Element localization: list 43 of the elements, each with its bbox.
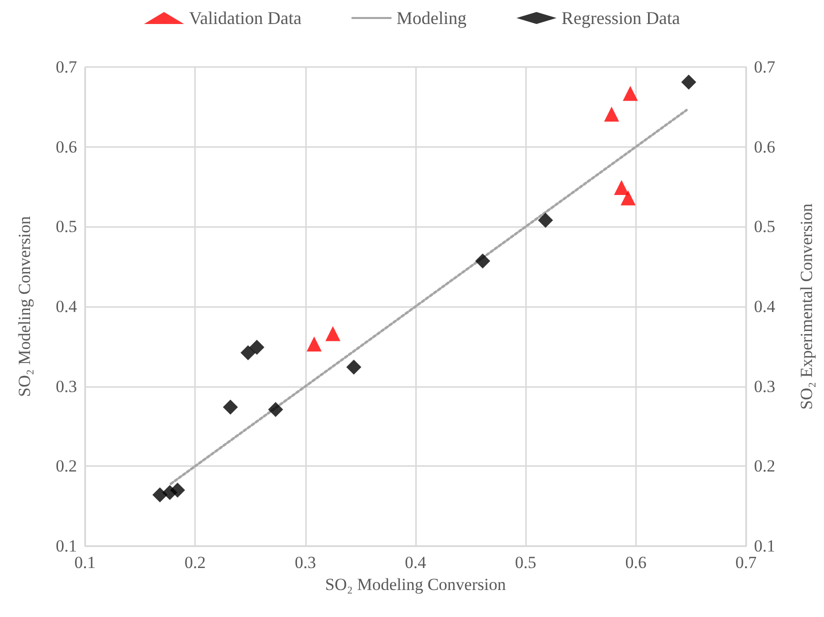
y-tick-label: 0.2 <box>56 456 77 476</box>
y2-tick-label: 0.1 <box>754 536 776 556</box>
legend-label: Modeling <box>396 8 466 28</box>
y-tick-label: 0.3 <box>56 376 77 396</box>
x-tick-label: 0.3 <box>294 553 316 572</box>
y-tick-label: 0.6 <box>56 137 77 156</box>
legend-label: Regression Data <box>561 8 680 28</box>
point <box>681 74 696 90</box>
legend-label: Validation Data <box>189 8 302 28</box>
point <box>268 402 284 417</box>
point <box>538 212 553 228</box>
point <box>170 482 186 498</box>
x-tick-label: 0.1 <box>74 553 96 572</box>
point <box>614 180 630 196</box>
point <box>622 86 638 101</box>
x-tick-label: 0.4 <box>404 553 427 572</box>
point <box>306 336 322 352</box>
point <box>325 326 340 342</box>
y2-tick-label: 0.2 <box>754 456 776 476</box>
x-tick-label: 0.7 <box>735 553 758 572</box>
point <box>604 106 620 122</box>
y2-tick-label: 0.6 <box>754 137 776 156</box>
y-tick-label: 0.7 <box>56 58 78 76</box>
x-tick-label: 0.6 <box>625 553 646 572</box>
y-tick-label: 0.5 <box>56 217 77 236</box>
point <box>222 400 238 415</box>
x-tick-label: 0.5 <box>515 553 536 572</box>
y-tick-label: 0.1 <box>56 536 77 556</box>
point <box>346 360 362 375</box>
point <box>240 345 256 360</box>
y2-tick-label: 0.5 <box>754 217 776 236</box>
x-axis-title: SO₂ Modeling Conversion <box>325 575 506 594</box>
y2-axis-title: SO₂ Experimental Conversion <box>797 202 816 410</box>
point <box>475 253 490 268</box>
y2-tick-label: 0.4 <box>754 297 776 316</box>
x-tick-label: 0.2 <box>184 553 206 572</box>
point <box>620 190 636 206</box>
point <box>152 487 168 502</box>
y2-tick-label: 0.3 <box>754 376 776 396</box>
point <box>249 340 264 355</box>
y-tick-label: 0.4 <box>56 297 78 316</box>
y2-tick-label: 0.7 <box>754 58 776 76</box>
y-axis-title: SO₂ Modeling Conversion <box>15 216 34 397</box>
